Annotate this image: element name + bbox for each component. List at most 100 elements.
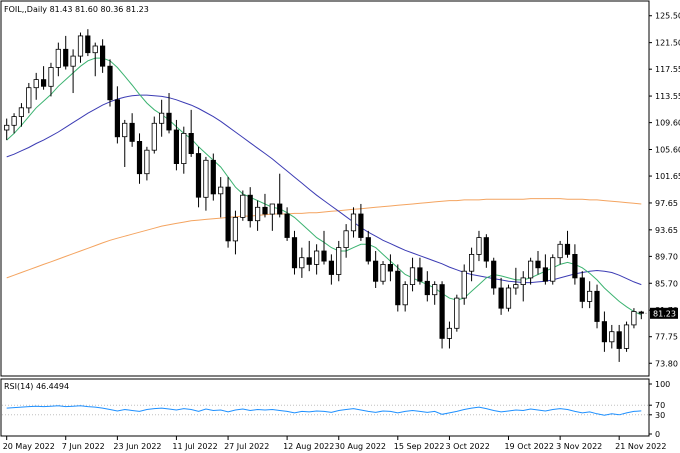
price-tick-label: 105.60: [655, 146, 680, 155]
price-tick-label: 113.55: [655, 92, 680, 101]
candle: [328, 254, 335, 285]
candle: [77, 32, 84, 63]
candle: [402, 281, 408, 312]
date-tick-label: 11 Jul 2022: [172, 442, 217, 451]
candle: [491, 257, 497, 295]
candle: [151, 116, 157, 154]
candle: [107, 59, 113, 107]
date-tick-label: 30 Aug 2022: [335, 442, 386, 451]
candle: [623, 321, 630, 352]
candle: [579, 271, 585, 309]
candle: [505, 284, 512, 312]
candle: [365, 230, 371, 265]
date-axis: 20 May 2022 7 Jun 2022 23 Jun 2022 11 Jul 2…: [3, 436, 666, 451]
candle: [232, 210, 238, 255]
candle: [210, 153, 216, 201]
candle: [114, 86, 120, 144]
price-tick-label: 117.55: [655, 65, 680, 74]
candle: [572, 244, 578, 285]
candle: [100, 39, 106, 73]
candle: [380, 261, 386, 285]
symbol-info: FOIL,,Daily 81.43 81.60 80.36 81.23: [4, 5, 149, 14]
candle: [291, 230, 298, 275]
candle: [158, 99, 165, 137]
candle: [609, 324, 615, 349]
candle: [513, 267, 519, 295]
candle: [277, 173, 283, 218]
candle: [299, 247, 305, 278]
candle: [240, 190, 246, 221]
rsi-label: RSI(14) 46.4494: [4, 382, 69, 391]
candle: [70, 49, 76, 94]
ma-long-line: [6, 198, 642, 279]
candle: [520, 271, 526, 302]
candle: [26, 82, 32, 114]
price-tick-label: 73.80: [655, 359, 678, 368]
candle: [225, 177, 231, 248]
ma-slow-path: [6, 94, 642, 286]
candle: [439, 281, 445, 349]
price-tick-label: 89.70: [655, 252, 678, 261]
candle: [18, 103, 25, 127]
date-tick-label: 3 Oct 2022: [445, 442, 489, 451]
rsi-tick-label: 100: [655, 380, 670, 389]
candle: [41, 66, 47, 90]
candle: [468, 247, 475, 282]
candle: [181, 126, 187, 174]
candle: [4, 118, 10, 141]
candle: [594, 284, 600, 329]
candle: [343, 224, 349, 258]
candle: [358, 203, 364, 241]
price-tick-label: 85.70: [655, 279, 678, 288]
candle: [122, 119, 128, 167]
date-tick-label: 23 Jun 2022: [113, 442, 161, 451]
date-tick-label: 12 Aug 2022: [283, 442, 334, 451]
candle: [63, 35, 69, 70]
date-tick-label: 15 Sep 2022: [394, 442, 445, 451]
candle: [387, 254, 394, 282]
candle: [498, 277, 504, 315]
date-tick-label: 20 May 2022: [3, 442, 55, 451]
date-tick-label: 21 Nov 2022: [615, 442, 666, 451]
date-tick-label: 3 Nov 2022: [556, 442, 602, 451]
candle: [188, 109, 194, 157]
candle: [528, 257, 534, 285]
candle: [542, 254, 549, 285]
ma-slow-line: [6, 94, 642, 286]
price-tick-label: 125.50: [655, 12, 680, 21]
candle: [454, 294, 460, 332]
candle: [372, 251, 379, 288]
candle: [166, 93, 172, 134]
candle: [306, 240, 312, 272]
candle: [336, 240, 342, 282]
candle: [550, 254, 556, 285]
candle: [321, 230, 327, 265]
candle: [203, 156, 209, 211]
rsi-tick-label: 0: [655, 430, 660, 439]
candle: [461, 264, 467, 305]
candle: [631, 308, 637, 329]
candle: [92, 42, 98, 77]
candle: [476, 230, 482, 262]
price-tick-label: 93.65: [655, 226, 678, 235]
candle: [535, 251, 541, 275]
candle: [11, 113, 17, 134]
rsi-tick-label: 30: [655, 411, 665, 420]
rsi-path: [6, 405, 642, 416]
ma-long-path: [6, 198, 642, 279]
candle: [564, 230, 571, 258]
date-tick-label: 27 Jul 2022: [224, 442, 269, 451]
candle: [587, 281, 593, 309]
candle: [218, 177, 224, 218]
price-panel[interactable]: [0, 0, 650, 377]
rsi-line: [2, 404, 648, 416]
candle: [136, 133, 143, 184]
price-tick-label: 77.75: [655, 333, 678, 342]
candle: [395, 264, 401, 312]
price-tick-label: 101.65: [655, 172, 680, 181]
rsi-panel[interactable]: [0, 378, 650, 437]
candle: [417, 257, 423, 285]
candles: [4, 29, 644, 362]
rsi-tick-label: 70: [655, 401, 665, 410]
